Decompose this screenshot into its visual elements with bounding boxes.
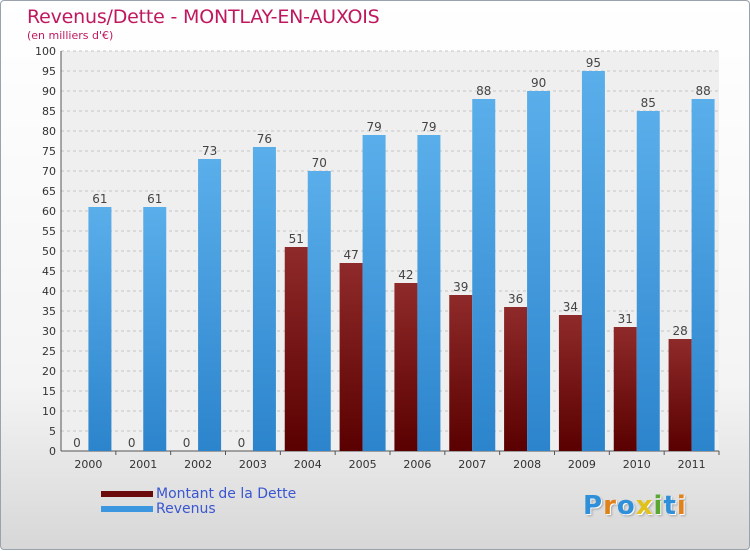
- y-tick-label: 95: [42, 65, 56, 78]
- data-label-revenus: 61: [92, 192, 107, 206]
- data-label-revenus: 85: [641, 96, 656, 110]
- x-tick-label: 2000: [74, 458, 102, 471]
- x-tick-label: 2005: [349, 458, 377, 471]
- bar-revenus: [143, 207, 167, 451]
- bar-revenus: [581, 71, 605, 451]
- y-tick-label: 100: [35, 45, 56, 58]
- y-tick-label: 50: [42, 245, 56, 258]
- logo-letter: i: [653, 491, 664, 521]
- data-label-revenus: 90: [531, 76, 546, 90]
- bar-revenus: [198, 159, 222, 451]
- y-tick-label: 10: [42, 405, 56, 418]
- x-tick-label: 2006: [403, 458, 431, 471]
- logo-letter: t: [663, 491, 677, 521]
- bar-dette: [504, 307, 528, 451]
- y-tick-label: 30: [42, 325, 56, 338]
- bar-dette: [613, 327, 637, 451]
- bar-dette: [394, 283, 418, 451]
- x-tick-label: 2007: [458, 458, 486, 471]
- legend-label-dette: Montant de la Dette: [156, 486, 297, 502]
- bar-dette: [558, 315, 582, 451]
- y-tick-label: 75: [42, 145, 56, 158]
- bar-dette: [668, 339, 692, 451]
- x-tick-label: 2011: [678, 458, 706, 471]
- proxiti-logo: Proxiti: [583, 491, 687, 521]
- x-tick-label: 2003: [239, 458, 267, 471]
- legend-swatch-dette: [101, 491, 153, 497]
- data-label-dette: 36: [508, 292, 523, 306]
- y-tick-label: 65: [42, 185, 56, 198]
- data-label-dette: 0: [238, 436, 246, 450]
- chart-title: Revenus/Dette - MONTLAY-EN-AUXOIS: [27, 6, 380, 28]
- logo-letter: i: [676, 491, 687, 521]
- x-tick-label: 2009: [568, 458, 596, 471]
- data-label-dette: 0: [73, 436, 81, 450]
- x-tick-label: 2008: [513, 458, 541, 471]
- data-label-dette: 31: [618, 312, 633, 326]
- data-label-revenus: 88: [476, 84, 491, 98]
- x-tick-label: 2004: [294, 458, 322, 471]
- logo-letter: o: [616, 491, 636, 521]
- data-label-revenus: 70: [312, 156, 327, 170]
- y-tick-label: 90: [42, 85, 56, 98]
- bar-revenus: [88, 207, 112, 451]
- data-label-dette: 0: [183, 436, 191, 450]
- data-label-dette: 34: [563, 300, 578, 314]
- data-label-revenus: 79: [366, 120, 381, 134]
- bar-dette: [449, 295, 473, 451]
- y-tick-label: 0: [49, 445, 56, 458]
- bar-revenus: [417, 135, 441, 451]
- data-label-revenus: 79: [421, 120, 436, 134]
- bar-revenus: [636, 111, 660, 451]
- legend-label-revenus: Revenus: [156, 501, 216, 517]
- bar-revenus: [252, 147, 276, 451]
- y-tick-label: 20: [42, 365, 56, 378]
- data-label-dette: 39: [453, 280, 468, 294]
- data-label-dette: 28: [672, 324, 687, 338]
- legend-swatch-revenus: [101, 506, 153, 512]
- bar-revenus: [691, 99, 715, 451]
- y-tick-label: 85: [42, 105, 56, 118]
- x-tick-label: 2001: [129, 458, 157, 471]
- data-label-dette: 47: [343, 248, 358, 262]
- y-tick-label: 5: [49, 425, 56, 438]
- bar-revenus: [307, 171, 331, 451]
- data-label-dette: 0: [128, 436, 136, 450]
- data-label-revenus: 73: [202, 144, 217, 158]
- data-label-dette: 42: [398, 268, 413, 282]
- chart-subtitle: (en milliers d'€): [27, 29, 114, 42]
- logo-letter: P: [583, 491, 604, 521]
- bar-revenus: [527, 91, 551, 451]
- bar-dette: [339, 263, 363, 451]
- bar-revenus: [362, 135, 386, 451]
- y-tick-label: 40: [42, 285, 56, 298]
- data-label-revenus: 95: [586, 56, 601, 70]
- logo-letter: x: [635, 491, 654, 521]
- x-tick-label: 2010: [623, 458, 651, 471]
- y-tick-label: 25: [42, 345, 56, 358]
- bar-revenus: [472, 99, 496, 451]
- y-tick-label: 45: [42, 265, 56, 278]
- y-tick-label: 15: [42, 385, 56, 398]
- y-tick-label: 55: [42, 225, 56, 238]
- data-label-dette: 51: [289, 232, 304, 246]
- y-tick-label: 70: [42, 165, 56, 178]
- y-tick-label: 35: [42, 305, 56, 318]
- y-tick-label: 60: [42, 205, 56, 218]
- data-label-revenus: 76: [257, 132, 272, 146]
- logo-letter: r: [603, 491, 617, 521]
- y-tick-label: 80: [42, 125, 56, 138]
- data-label-revenus: 61: [147, 192, 162, 206]
- x-tick-label: 2002: [184, 458, 212, 471]
- data-label-revenus: 88: [695, 84, 710, 98]
- bar-dette: [284, 247, 308, 451]
